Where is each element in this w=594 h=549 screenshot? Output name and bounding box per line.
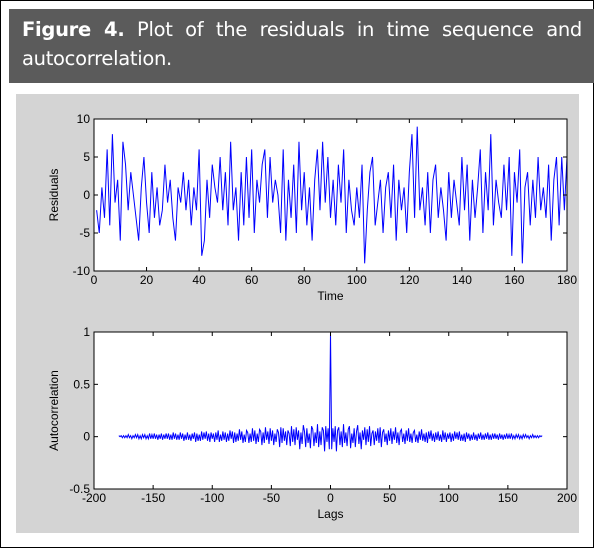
- x-tick-label: 0: [91, 273, 98, 287]
- x-axis-label: Lags: [317, 507, 343, 521]
- x-tick-label: 80: [298, 273, 312, 287]
- y-tick-label: 0: [83, 188, 90, 202]
- x-tick-label: 120: [399, 273, 419, 287]
- y-tick-label: -0.5: [69, 482, 90, 496]
- y-tick-label: 1: [83, 325, 90, 339]
- x-tick-label: 100: [439, 491, 459, 505]
- x-tick-label: -50: [263, 491, 281, 505]
- y-tick-label: -5: [79, 226, 90, 240]
- x-axis-label: Time: [317, 289, 344, 303]
- x-tick-label: 40: [192, 273, 206, 287]
- x-tick-label: 160: [504, 273, 524, 287]
- y-tick-label: 10: [77, 112, 91, 126]
- figure-caption: Figure 4. Plot of the residuals in time …: [9, 9, 594, 83]
- data-line: [96, 126, 568, 264]
- x-tick-label: 20: [140, 273, 154, 287]
- x-tick-label: 0: [327, 491, 334, 505]
- y-tick-label: 0.5: [73, 377, 90, 391]
- x-tick-label: 140: [452, 273, 472, 287]
- y-tick-label: 0: [83, 430, 90, 444]
- y-tick-label: -10: [73, 264, 91, 278]
- figure-text: Plot of the residuals in time sequence a…: [22, 18, 582, 70]
- x-tick-label: 50: [383, 491, 397, 505]
- y-axis-label: Residuals: [47, 169, 61, 222]
- x-tick-label: 180: [557, 273, 577, 287]
- y-tick-label: 5: [83, 150, 90, 164]
- plot-area: [94, 119, 567, 271]
- x-tick-label: -200: [82, 491, 106, 505]
- x-tick-label: 100: [347, 273, 367, 287]
- x-tick-label: -150: [141, 491, 165, 505]
- figure-label: Figure 4.: [22, 18, 125, 41]
- x-tick-label: 150: [498, 491, 518, 505]
- x-tick-label: 200: [557, 491, 577, 505]
- y-axis-label: Autocorrelation: [47, 370, 61, 451]
- x-tick-label: -100: [200, 491, 224, 505]
- x-tick-label: 60: [245, 273, 259, 287]
